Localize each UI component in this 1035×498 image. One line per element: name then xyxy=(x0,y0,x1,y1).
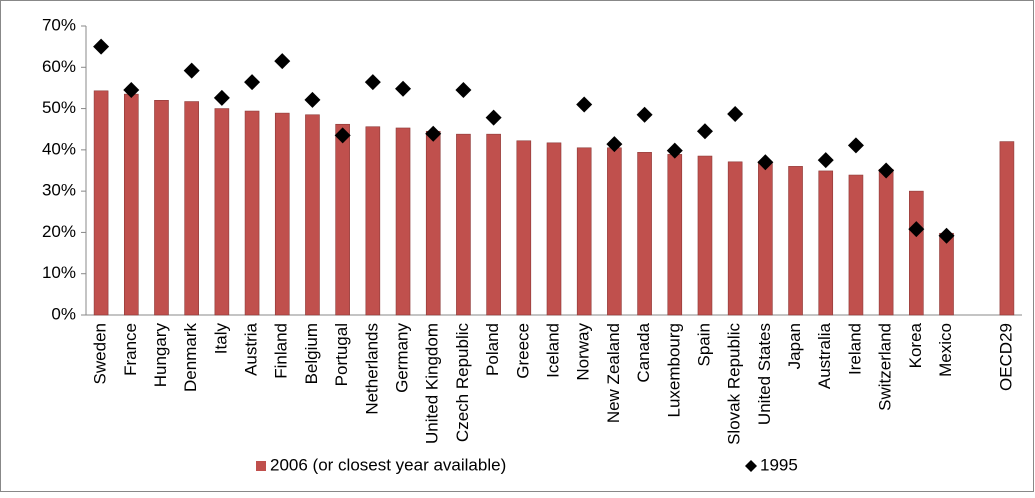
bar xyxy=(335,123,350,316)
marker xyxy=(908,221,925,238)
marker xyxy=(364,74,381,91)
y-tick-label: 20% xyxy=(42,222,76,241)
bar xyxy=(909,190,924,316)
x-tick-label: Austria xyxy=(242,322,261,375)
legend-swatch xyxy=(745,460,757,472)
bar xyxy=(244,110,260,316)
bar xyxy=(999,141,1015,316)
x-tick-label: Spain xyxy=(694,323,713,366)
marker xyxy=(455,81,472,98)
bar xyxy=(758,161,773,316)
bar xyxy=(456,133,471,316)
marker xyxy=(334,127,351,144)
bar xyxy=(878,168,894,316)
x-tick-label: Slovak Republic xyxy=(725,323,744,445)
x-tick-label: Poland xyxy=(483,323,502,376)
marker xyxy=(666,142,683,159)
marker xyxy=(93,38,110,55)
bar xyxy=(123,93,139,316)
marker xyxy=(696,123,713,140)
marker xyxy=(847,137,864,154)
x-tick-label: Japan xyxy=(785,323,804,369)
marker xyxy=(878,162,895,179)
bar xyxy=(365,126,381,316)
x-tick-label: OECD29 xyxy=(996,323,1015,391)
marker xyxy=(606,136,623,153)
x-tick-label: France xyxy=(121,323,140,376)
marker xyxy=(183,62,200,79)
marker xyxy=(244,74,261,91)
x-tick-label: Switzerland xyxy=(876,323,895,411)
marker xyxy=(123,81,140,98)
legend-label: 2006 (or closest year available) xyxy=(270,455,506,474)
marker xyxy=(304,91,321,108)
bar xyxy=(546,142,562,316)
x-tick-label: Mexico xyxy=(936,323,955,377)
x-tick-label: Canada xyxy=(634,322,653,382)
marker xyxy=(213,89,230,106)
marker xyxy=(274,53,291,70)
bar xyxy=(818,170,834,316)
bar xyxy=(395,127,411,316)
x-tick-label: New Zealand xyxy=(604,323,623,423)
x-tick-label: Belgium xyxy=(302,323,321,384)
x-tick-label: Netherlands xyxy=(362,323,381,415)
y-tick-label: 30% xyxy=(42,181,76,200)
x-tick-label: Ireland xyxy=(845,323,864,375)
x-tick-label: Australia xyxy=(815,322,834,389)
bar xyxy=(848,174,864,316)
marker xyxy=(727,105,744,122)
legend-label: 1995 xyxy=(760,455,798,474)
y-tick-label: 0% xyxy=(51,304,76,323)
bar xyxy=(425,130,441,316)
x-tick-label: Finland xyxy=(272,323,291,379)
y-tick-label: 50% xyxy=(42,98,76,117)
x-tick-label: Iceland xyxy=(543,323,562,378)
bar xyxy=(486,133,501,316)
x-tick-label: Italy xyxy=(211,323,230,355)
marker xyxy=(938,227,955,244)
y-tick-label: 60% xyxy=(42,57,76,76)
bar xyxy=(697,155,713,316)
bar xyxy=(576,147,592,316)
x-tick-label: Korea xyxy=(906,322,925,368)
bar xyxy=(305,114,320,316)
x-tick-label: Norway xyxy=(574,323,593,381)
bar xyxy=(637,152,652,316)
x-tick-label: United States xyxy=(755,323,774,425)
bar xyxy=(788,166,803,316)
y-tick-label: 70% xyxy=(42,15,76,34)
x-tick-label: Hungary xyxy=(151,323,170,388)
bar xyxy=(274,112,290,316)
bar xyxy=(516,140,532,316)
x-tick-label: Portugal xyxy=(332,323,351,386)
bar xyxy=(214,108,230,316)
marker xyxy=(576,96,593,113)
bar xyxy=(727,161,743,316)
x-tick-label: Denmark xyxy=(181,323,200,392)
x-tick-label: Germany xyxy=(393,323,412,393)
marker xyxy=(395,80,412,97)
bar xyxy=(154,100,169,316)
legend-swatch xyxy=(256,461,266,471)
bar xyxy=(93,90,109,316)
y-tick-label: 40% xyxy=(42,139,76,158)
x-tick-label: Sweden xyxy=(91,323,110,384)
x-tick-label: United Kingdom xyxy=(423,323,442,444)
marker xyxy=(757,154,774,171)
y-tick-label: 10% xyxy=(42,263,76,282)
marker xyxy=(817,152,834,169)
marker xyxy=(636,106,653,123)
x-tick-label: Greece xyxy=(513,323,532,379)
marker xyxy=(485,109,502,126)
bar xyxy=(607,147,622,316)
x-tick-label: Luxembourg xyxy=(664,323,683,418)
bar xyxy=(667,154,683,316)
bar xyxy=(184,101,199,316)
x-tick-label: Czech Republic xyxy=(453,323,472,443)
marker xyxy=(425,125,442,142)
bar xyxy=(939,232,954,316)
